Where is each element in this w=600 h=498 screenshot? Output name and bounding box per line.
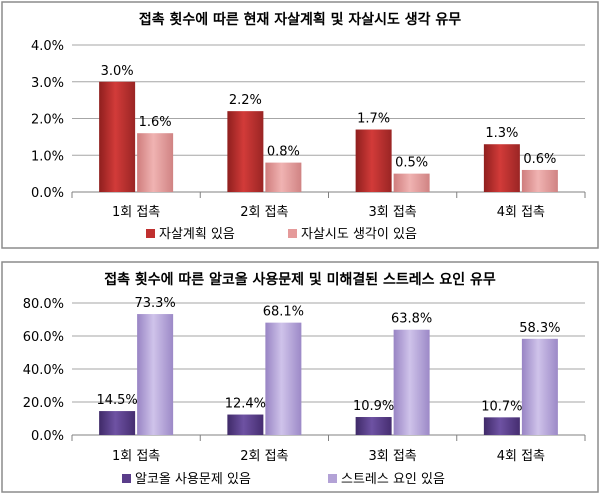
chart-1-data-label: 0.8% bbox=[267, 145, 300, 160]
chart-1-legend-label-1: 자살계획 있음 bbox=[159, 227, 235, 242]
chart-1-legend-swatch-1 bbox=[146, 229, 155, 238]
chart-2-y-tick-labels: 0.0% 20.0% 40.0% 60.0% 80.0% bbox=[23, 297, 64, 444]
chart-2-bars bbox=[99, 314, 558, 435]
chart-2-data-label: 73.3% bbox=[134, 296, 175, 311]
chart-1-x-tick-label: 4회 접촉 bbox=[497, 205, 545, 220]
chart-2-data-label: 68.1% bbox=[263, 305, 304, 320]
chart-1-data-label: 3.0% bbox=[101, 64, 134, 79]
chart-2-x-tick-label: 4회 접촉 bbox=[497, 449, 545, 464]
chart-2-legend-swatch-2 bbox=[328, 474, 337, 483]
chart-1-bar bbox=[227, 111, 264, 192]
chart-1-y-tick-label: 1.0% bbox=[31, 149, 64, 164]
chart-2-data-label: 58.3% bbox=[519, 321, 560, 336]
chart-2-y-tick-label: 80.0% bbox=[23, 297, 64, 312]
chart-2-legend: 알코올 사용문제 있음 스트레스 요인 있음 bbox=[122, 472, 445, 487]
chart-1-x-tick-labels: 1회 접촉 2회 접촉 3회 접촉 4회 접촉 bbox=[112, 205, 545, 220]
chart-2-bar bbox=[483, 417, 520, 435]
chart-2-bar bbox=[521, 338, 558, 435]
chart-1-legend-swatch-2 bbox=[288, 229, 297, 238]
chart-1-y-tick-label: 3.0% bbox=[31, 76, 64, 91]
chart-1-y-tick-label: 2.0% bbox=[31, 113, 64, 128]
chart-1-bar bbox=[137, 133, 174, 192]
chart-1-data-label: 1.3% bbox=[485, 126, 518, 141]
chart-2-bar bbox=[99, 411, 136, 435]
chart-1-y-tick-label: 4.0% bbox=[31, 39, 64, 54]
chart-2-bar bbox=[137, 314, 174, 435]
chart-1-legend-label-2: 자살시도 생각이 있음 bbox=[301, 227, 417, 242]
chart-2-legend-label-1: 알코올 사용문제 있음 bbox=[135, 472, 251, 487]
chart-2-data-label: 12.4% bbox=[225, 397, 266, 412]
chart-1-data-label: 0.6% bbox=[523, 152, 556, 167]
chart-2-data-label: 63.8% bbox=[391, 312, 432, 327]
chart-2-data-label: 14.5% bbox=[96, 393, 137, 408]
chart-2-data-labels: 14.5% 73.3% 12.4% 68.1% 10.9% 63.8% 10.7% 58.3% bbox=[96, 296, 560, 414]
chart-1-x-tick-label: 2회 접촉 bbox=[240, 205, 288, 220]
chart-2-bar bbox=[265, 322, 302, 435]
chart-2-data-label: 10.9% bbox=[353, 399, 394, 414]
chart-1-y-tick-labels: 0.0% 1.0% 2.0% 3.0% 4.0% bbox=[31, 39, 64, 201]
chart-2-x-tick-label: 1회 접촉 bbox=[112, 449, 160, 464]
chart-1-bar bbox=[521, 169, 558, 192]
chart-2-bar bbox=[393, 329, 430, 435]
chart-2-y-tick-label: 20.0% bbox=[23, 396, 64, 411]
chart-1-y-tick-label: 0.0% bbox=[31, 186, 64, 201]
chart-1-x-tick-label: 3회 접촉 bbox=[368, 205, 416, 220]
chart-2-data-label: 10.7% bbox=[481, 399, 522, 414]
chart-2-title: 접촉 횟수에 따른 알코올 사용문제 및 미해결된 스트레스 요인 유무 bbox=[104, 271, 496, 288]
chart-1: 접촉 횟수에 따른 현재 자살계획 및 자살시도 생각 유무 0.0% 1.0% 2… bbox=[1, 1, 599, 249]
chart-2-y-tick-label: 60.0% bbox=[23, 330, 64, 345]
chart-1-bar bbox=[393, 173, 430, 192]
chart-1-data-label: 2.2% bbox=[229, 93, 262, 108]
chart-2-bar bbox=[227, 414, 264, 435]
chart-2-y-tick-label: 0.0% bbox=[31, 429, 64, 444]
chart-1-bar bbox=[265, 162, 302, 192]
chart-1-data-label: 1.7% bbox=[357, 112, 390, 127]
chart-1-data-labels: 3.0% 1.6% 2.2% 0.8% 1.7% 0.5% 1.3% 0.6% bbox=[101, 64, 557, 171]
chart-2-x-tick-label: 3회 접촉 bbox=[368, 449, 416, 464]
chart-1-bars bbox=[99, 81, 558, 192]
chart-1-x-tick-label: 1회 접촉 bbox=[112, 205, 160, 220]
chart-1-bar bbox=[483, 144, 520, 192]
chart-2: 접촉 횟수에 따른 알코올 사용문제 및 미해결된 스트레스 요인 유무 0.0… bbox=[1, 261, 599, 493]
chart-1-title: 접촉 횟수에 따른 현재 자살계획 및 자살시도 생각 유무 bbox=[139, 11, 461, 28]
chart-1-data-label: 1.6% bbox=[139, 115, 172, 130]
chart-2-y-tick-label: 40.0% bbox=[23, 363, 64, 378]
chart-2-x-tick-label: 2회 접촉 bbox=[240, 449, 288, 464]
chart-2-bar bbox=[355, 417, 392, 435]
chart-1-data-label: 0.5% bbox=[395, 156, 428, 171]
chart-2-legend-label-2: 스트레스 요인 있음 bbox=[341, 472, 445, 487]
chart-2-x-tick-labels: 1회 접촉 2회 접촉 3회 접촉 4회 접촉 bbox=[112, 449, 545, 464]
chart-1-legend: 자살계획 있음 자살시도 생각이 있음 bbox=[146, 227, 417, 242]
chart-1-bar bbox=[99, 81, 136, 192]
chart-2-legend-swatch-1 bbox=[122, 474, 131, 483]
chart-1-bar bbox=[355, 129, 392, 192]
